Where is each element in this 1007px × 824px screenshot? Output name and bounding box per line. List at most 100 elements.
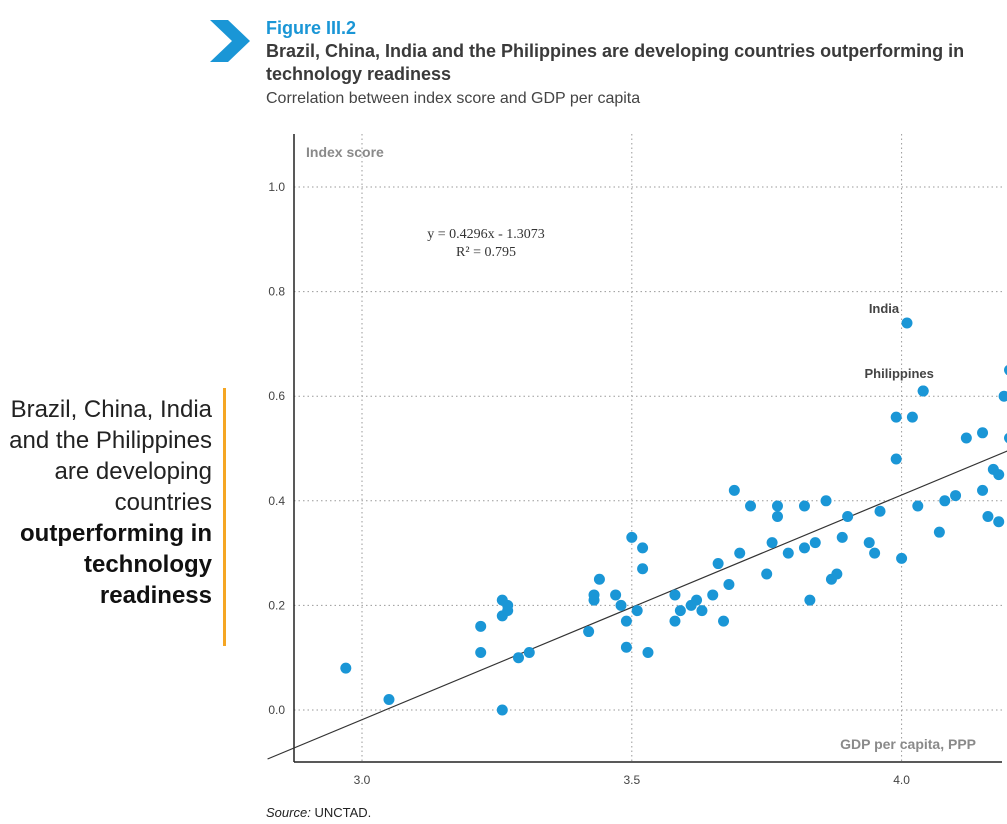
highlighted-point — [901, 317, 913, 329]
data-point — [874, 505, 886, 517]
chart-grid — [294, 134, 1002, 762]
data-point — [836, 531, 848, 543]
x-tick-label: 4.0 — [893, 773, 910, 787]
data-point — [674, 605, 686, 617]
data-point — [718, 615, 730, 627]
sidebar-callout-text: Brazil, China, India and the Philippines… — [9, 396, 212, 516]
sidebar-accent-bar — [223, 388, 226, 646]
data-point — [896, 552, 908, 564]
trendline-group — [267, 450, 1007, 760]
y-tick-label: 0.6 — [268, 389, 285, 403]
trendline-equation: y = 0.4296x - 1.3073 — [427, 227, 545, 242]
y-tick-label: 0.8 — [268, 285, 285, 299]
data-points — [340, 317, 1007, 716]
data-point — [998, 390, 1007, 402]
data-point — [631, 605, 643, 617]
figure-subtitle: Correlation between index score and GDP … — [266, 90, 641, 107]
data-point — [696, 605, 708, 617]
y-tick-label: 1.0 — [268, 180, 285, 194]
data-point — [383, 694, 395, 706]
data-point — [642, 646, 654, 658]
data-point — [691, 594, 703, 606]
chevron-right-icon — [210, 20, 250, 62]
data-point — [475, 646, 487, 658]
data-point — [890, 411, 902, 423]
data-point — [620, 641, 632, 653]
data-point — [502, 599, 514, 611]
data-point — [723, 578, 735, 590]
x-axis-title: GDP per capita, PPP — [840, 736, 976, 752]
data-point — [766, 537, 778, 549]
data-point — [583, 626, 595, 638]
data-point — [950, 490, 962, 502]
data-point — [993, 516, 1005, 528]
data-point — [728, 484, 740, 496]
data-point — [798, 500, 810, 512]
data-point — [637, 563, 649, 575]
source-text: UNCTAD. — [314, 805, 372, 820]
data-point — [496, 704, 508, 716]
data-point — [977, 427, 989, 439]
y-tick-label: 0.4 — [268, 494, 285, 508]
data-point — [831, 568, 843, 580]
country-labels: United StatesSwedenUnited KingdomRepubli… — [865, 301, 934, 381]
data-point — [1004, 365, 1007, 375]
highlighted-point — [917, 385, 929, 397]
data-point — [863, 537, 875, 549]
data-point — [912, 500, 924, 512]
figure-title: Brazil, China, India and the Philippines… — [266, 41, 965, 84]
data-point — [771, 510, 783, 522]
data-point — [982, 510, 994, 522]
data-point — [933, 526, 945, 538]
data-point — [626, 531, 638, 543]
data-point — [906, 411, 918, 423]
data-point — [771, 500, 783, 512]
trendline — [267, 450, 1007, 760]
country-label: Philippines — [865, 366, 934, 381]
source-note: Source: UNCTAD. — [266, 805, 371, 820]
country-label: India — [869, 301, 900, 316]
data-point — [593, 573, 605, 585]
data-point — [588, 589, 600, 601]
data-point — [669, 589, 681, 601]
y-axis-title: Index score — [306, 144, 384, 160]
data-point — [960, 432, 972, 444]
data-point — [523, 646, 535, 658]
trendline-r2: R² = 0.795 — [456, 245, 516, 260]
data-point — [620, 615, 632, 627]
chart-axes: 3.03.54.04.55.00.00.20.40.60.81.0 — [268, 134, 1002, 787]
data-point — [842, 510, 854, 522]
figure-label: Figure III.2 — [266, 18, 357, 38]
data-point — [869, 547, 881, 559]
data-point — [340, 662, 352, 674]
data-point — [809, 537, 821, 549]
data-point — [820, 495, 832, 507]
data-point — [1004, 433, 1007, 443]
data-point — [615, 599, 627, 611]
source-label: Source: — [266, 805, 311, 820]
data-point — [712, 558, 724, 570]
y-tick-label: 0.2 — [268, 598, 285, 612]
y-tick-label: 0.0 — [268, 703, 285, 717]
data-point — [798, 542, 810, 554]
sidebar-callout-emphasis: outperforming in technology readiness — [20, 520, 212, 609]
data-point — [782, 547, 794, 559]
data-point — [977, 484, 989, 496]
x-tick-label: 3.0 — [354, 773, 371, 787]
data-point — [512, 652, 524, 664]
data-point — [890, 453, 902, 465]
data-point — [637, 542, 649, 554]
data-point — [939, 495, 951, 507]
data-point — [761, 568, 773, 580]
sidebar-callout: Brazil, China, India and the Philippines… — [0, 394, 212, 611]
data-point — [745, 500, 757, 512]
data-point — [610, 589, 622, 601]
data-point — [734, 547, 746, 559]
x-tick-label: 3.5 — [623, 773, 640, 787]
data-point — [707, 589, 719, 601]
data-point — [475, 620, 487, 632]
data-point — [669, 615, 681, 627]
data-point — [993, 469, 1005, 481]
data-point — [804, 594, 816, 606]
